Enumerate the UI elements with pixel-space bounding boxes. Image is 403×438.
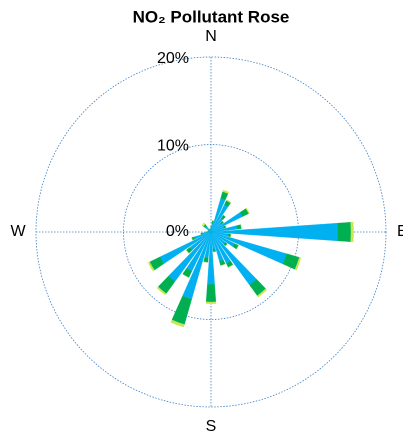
rose-segment <box>170 319 185 328</box>
rose-segment <box>182 231 212 300</box>
rose-segment <box>222 220 224 223</box>
r-tick-label: 10% <box>157 138 189 155</box>
direction-label: S <box>206 418 217 435</box>
rose-segment <box>226 199 232 204</box>
rose-segment <box>203 257 209 263</box>
rose-segment <box>350 221 354 243</box>
rose-segment <box>182 273 189 278</box>
direction-label: W <box>10 223 26 240</box>
rose-segment <box>205 284 217 303</box>
rose-segment <box>294 257 302 271</box>
rose-segment <box>201 223 205 227</box>
r-tick-label: 20% <box>157 50 189 67</box>
rose-segment <box>210 225 212 228</box>
rose-segment <box>222 189 229 194</box>
chart-title: NO₂ Pollutant Rose <box>133 7 290 26</box>
rose-segment <box>205 301 217 304</box>
direction-label: E <box>397 223 403 240</box>
direction-label: N <box>205 28 217 45</box>
grid-ring <box>35 56 387 408</box>
rose-segment <box>186 249 190 254</box>
rose-segment <box>156 286 167 296</box>
rose-segment <box>225 243 228 247</box>
r-tick-label: 0% <box>166 223 189 240</box>
rose-segment <box>147 261 155 272</box>
rose-segment <box>236 245 239 250</box>
rose-segment <box>202 222 206 226</box>
rose-segment <box>245 207 250 214</box>
rose-segment <box>228 264 234 268</box>
rose-segment <box>337 222 352 242</box>
rose-segment <box>257 288 268 298</box>
rose-segment <box>236 224 242 230</box>
rose-segment <box>171 295 192 325</box>
